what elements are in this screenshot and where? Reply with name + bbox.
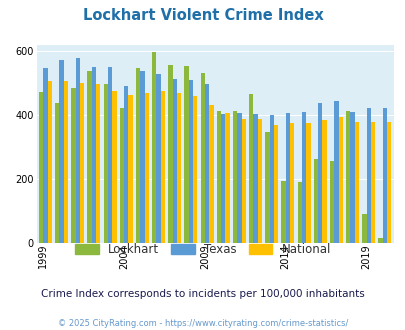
Bar [209, 105, 213, 243]
Bar [350, 112, 354, 243]
Bar [184, 66, 188, 243]
Bar [370, 121, 374, 243]
Text: Lockhart Violent Crime Index: Lockhart Violent Crime Index [83, 8, 322, 23]
Bar [221, 114, 225, 243]
Bar [264, 132, 269, 243]
Bar [241, 119, 245, 243]
Bar [257, 119, 262, 243]
Bar [152, 52, 156, 243]
Bar [285, 113, 290, 243]
Bar [188, 80, 193, 243]
Bar [168, 65, 172, 243]
Bar [156, 74, 160, 243]
Bar [103, 84, 108, 243]
Bar [193, 96, 197, 243]
Bar [71, 88, 75, 243]
Bar [232, 111, 237, 243]
Bar [248, 94, 253, 243]
Bar [205, 84, 209, 243]
Bar [39, 92, 43, 243]
Bar [253, 115, 257, 243]
Bar [361, 214, 366, 243]
Bar [160, 91, 165, 243]
Bar [273, 125, 277, 243]
Bar [377, 238, 382, 243]
Bar [64, 81, 68, 243]
Text: © 2025 CityRating.com - https://www.cityrating.com/crime-statistics/: © 2025 CityRating.com - https://www.city… [58, 319, 347, 328]
Bar [136, 68, 140, 243]
Bar [144, 93, 149, 243]
Bar [366, 109, 370, 243]
Bar [305, 123, 310, 243]
Bar [112, 90, 116, 243]
Bar [225, 113, 229, 243]
Bar [200, 73, 205, 243]
Bar [345, 111, 350, 243]
Bar [301, 112, 305, 243]
Bar [177, 93, 181, 243]
Legend: Lockhart, Texas, National: Lockhart, Texas, National [71, 240, 334, 260]
Bar [108, 67, 112, 243]
Bar [237, 113, 241, 243]
Bar [317, 103, 322, 243]
Bar [59, 60, 64, 243]
Bar [92, 67, 96, 243]
Bar [140, 71, 144, 243]
Bar [96, 84, 100, 243]
Bar [354, 122, 358, 243]
Bar [43, 68, 47, 243]
Text: Crime Index corresponds to incidents per 100,000 inhabitants: Crime Index corresponds to incidents per… [41, 289, 364, 299]
Bar [290, 123, 294, 243]
Bar [382, 109, 386, 243]
Bar [124, 86, 128, 243]
Bar [119, 109, 124, 243]
Bar [87, 71, 92, 243]
Bar [297, 182, 301, 243]
Bar [80, 82, 84, 243]
Bar [216, 111, 221, 243]
Bar [47, 81, 52, 243]
Bar [281, 181, 285, 243]
Bar [269, 115, 273, 243]
Bar [338, 117, 342, 243]
Bar [172, 79, 177, 243]
Bar [55, 103, 59, 243]
Bar [75, 58, 80, 243]
Bar [128, 95, 132, 243]
Bar [333, 101, 338, 243]
Bar [329, 161, 333, 243]
Bar [386, 121, 390, 243]
Bar [322, 120, 326, 243]
Bar [313, 158, 317, 243]
